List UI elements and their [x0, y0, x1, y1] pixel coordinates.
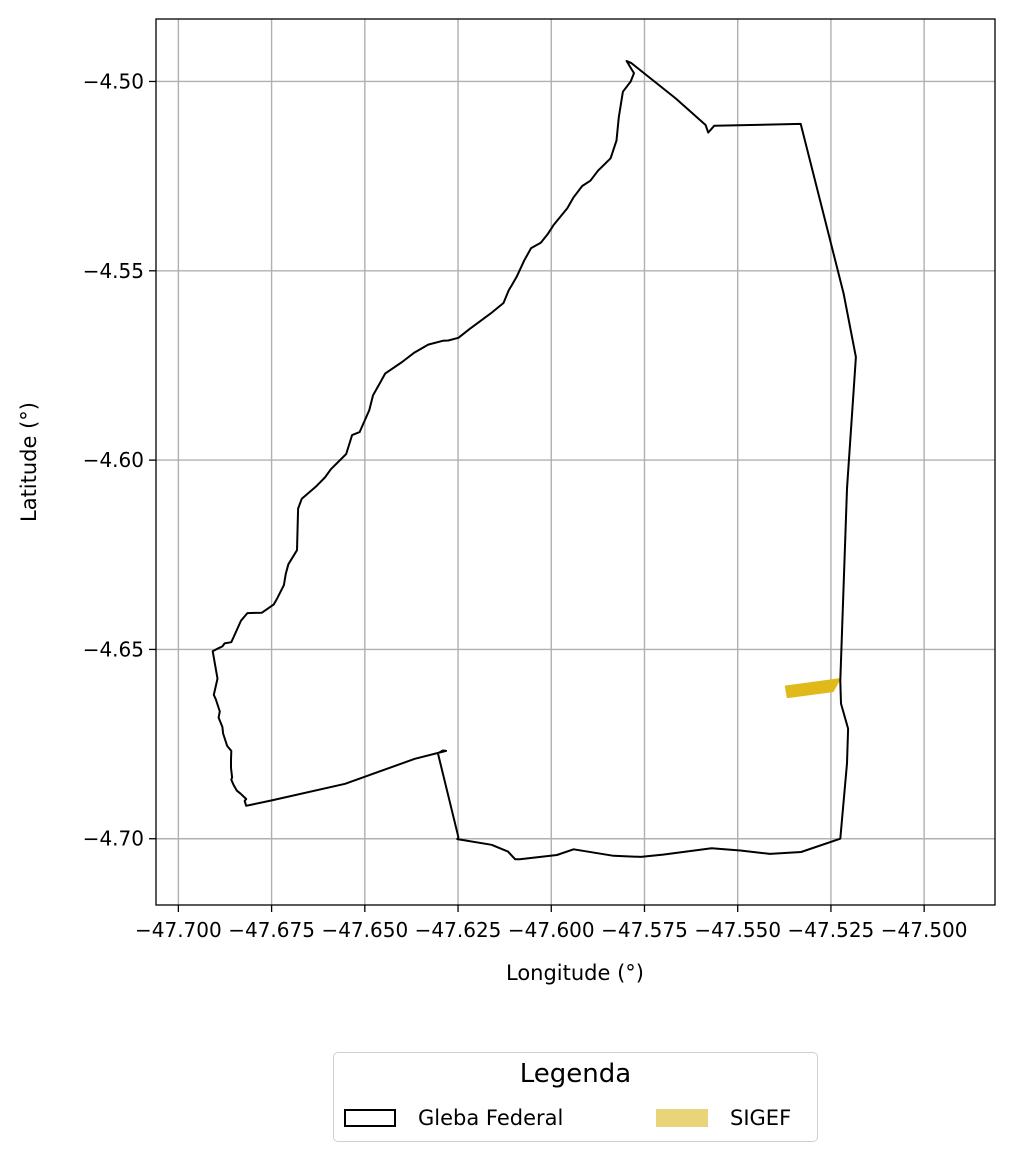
x-axis-label: Longitude (°) — [506, 961, 644, 985]
axis-ticks: −47.700 −47.675 −47.650 −47.625 −47.600 −47.5… — [83, 69, 968, 942]
x-tick-label: −47.500 — [881, 918, 968, 942]
y-tick-label: −4.55 — [83, 259, 144, 283]
x-tick-label: −47.525 — [788, 918, 875, 942]
sigef-polygon — [784, 678, 841, 699]
plot-frame — [155, 18, 996, 906]
x-tick-label: −47.650 — [321, 918, 408, 942]
x-tick-label: −47.550 — [694, 918, 781, 942]
y-tick-label: −4.65 — [83, 637, 144, 661]
x-tick-label: −47.625 — [415, 918, 502, 942]
legend-item-gleba-federal: Gleba Federal — [344, 1105, 563, 1131]
x-tick-label: −47.575 — [601, 918, 688, 942]
grid — [156, 19, 995, 905]
x-tick-label: −47.600 — [508, 918, 595, 942]
legend: Legenda Gleba Federal SIGEF — [333, 1052, 818, 1142]
legend-item-sigef: SIGEF — [656, 1105, 791, 1131]
x-tick-label: −47.700 — [135, 918, 222, 942]
gleba-federal-polygon — [211, 60, 857, 861]
sigef-swatch — [656, 1109, 708, 1127]
map-plot: −47.700 −47.675 −47.650 −47.625 −47.600 −47.5… — [17, 18, 996, 985]
y-tick-label: −4.70 — [83, 827, 144, 851]
x-tick-label: −47.675 — [228, 918, 315, 942]
y-tick-label: −4.50 — [83, 69, 144, 93]
legend-label-gleba-federal: Gleba Federal — [418, 1106, 564, 1130]
gleba-federal-swatch — [344, 1109, 396, 1127]
legend-label-sigef: SIGEF — [730, 1106, 792, 1130]
legend-title: Legenda — [519, 1059, 632, 1089]
y-axis-label: Latitude (°) — [17, 402, 41, 522]
map-features — [211, 60, 857, 861]
y-tick-label: −4.60 — [83, 448, 144, 472]
